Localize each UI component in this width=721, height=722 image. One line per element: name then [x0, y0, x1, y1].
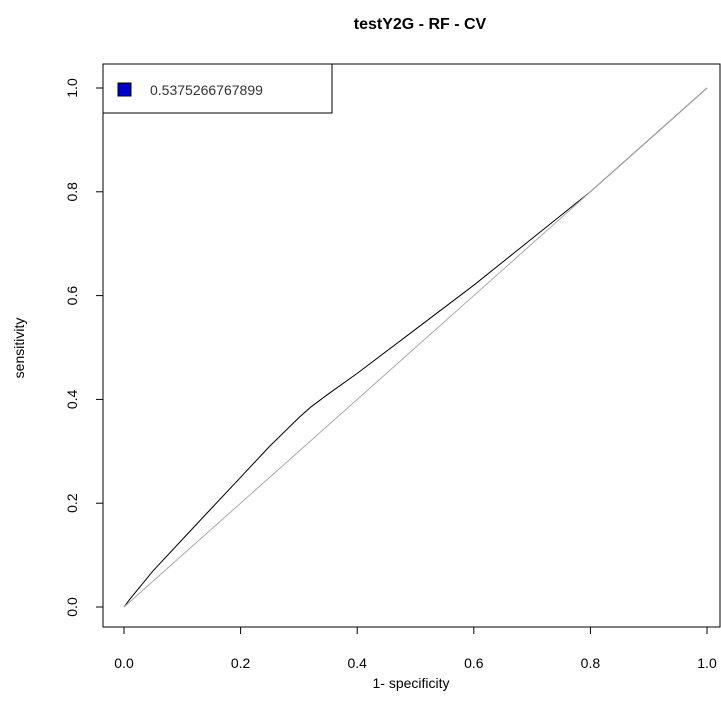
y-tick-label: 0.6 [64, 286, 80, 306]
y-axis-label: sensitivity [11, 318, 27, 379]
legend-label: 0.5375266767899 [150, 82, 263, 98]
y-axis: 0.0 0.2 0.4 0.6 0.8 1.0 [64, 78, 104, 617]
y-tick-label: 1.0 [64, 78, 80, 98]
x-tick-label: 0.8 [581, 655, 601, 671]
x-tick-label: 0.4 [347, 655, 367, 671]
x-axis-label: 1- specificity [372, 675, 449, 691]
y-tick-label: 0.8 [64, 182, 80, 202]
legend: 0.5375266767899 [102, 63, 333, 114]
x-tick-label: 0.0 [114, 655, 134, 671]
y-tick-label: 0.2 [64, 493, 80, 513]
y-tick-label: 0.4 [64, 389, 80, 409]
legend-box [102, 63, 333, 114]
x-axis: 0.0 0.2 0.4 0.6 0.8 1.0 [114, 626, 717, 671]
chart-title: testY2G - RF - CV [354, 16, 487, 33]
series-layer [123, 87, 708, 608]
x-tick-label: 0.6 [464, 655, 484, 671]
legend-swatch [117, 82, 132, 97]
plot-frame [102, 63, 721, 628]
y-tick-label: 0.0 [64, 597, 80, 617]
x-tick-label: 1.0 [697, 655, 717, 671]
roc-curve [123, 87, 708, 608]
x-tick-label: 0.2 [231, 655, 251, 671]
diagonal-reference-line [123, 87, 708, 608]
